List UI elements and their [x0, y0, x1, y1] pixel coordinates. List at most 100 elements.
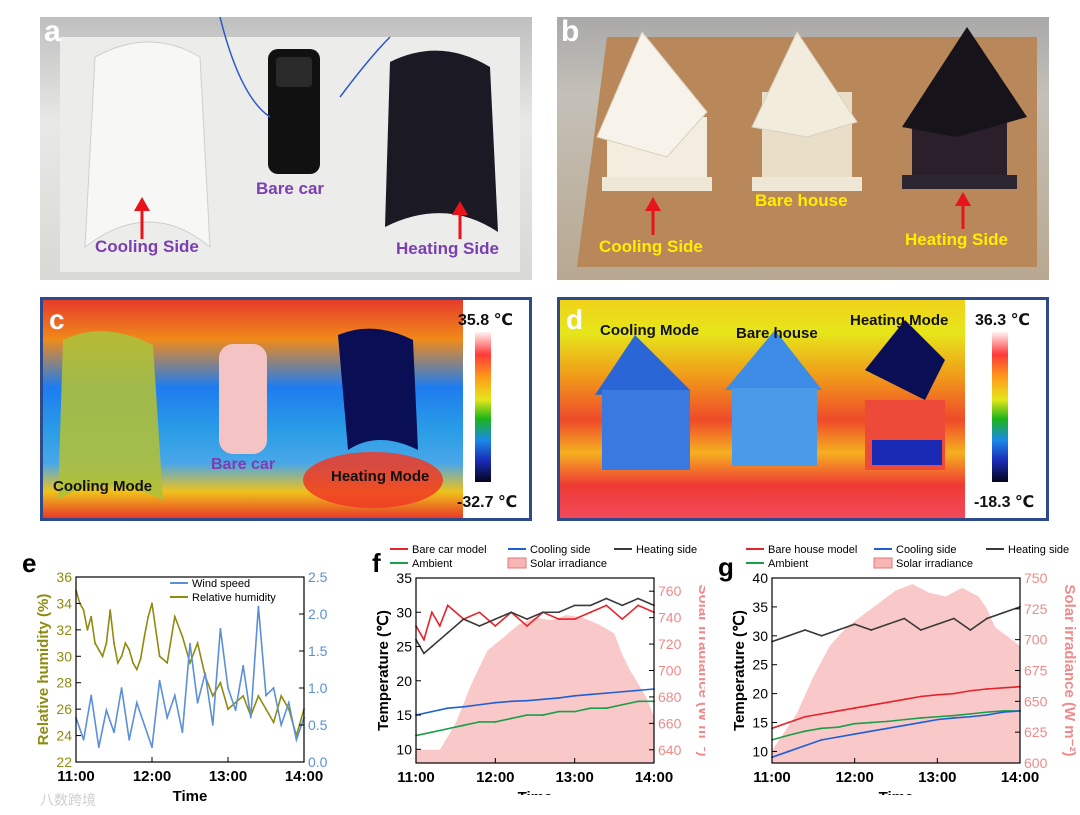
legend-swatch — [873, 557, 893, 569]
data-point — [113, 642, 115, 644]
legend-entry: Bare house model — [768, 544, 857, 556]
data-point — [605, 604, 608, 607]
data-point — [952, 692, 955, 695]
data-point — [542, 698, 544, 701]
data-point — [446, 707, 449, 710]
panel-letter-g: g — [718, 552, 734, 582]
data-point — [837, 736, 840, 738]
data-point — [621, 604, 624, 607]
y2-tick-label: 0.0 — [308, 754, 328, 770]
label-cooling-side: Cooling Side — [95, 237, 199, 256]
data-point — [478, 611, 481, 614]
data-point — [181, 731, 184, 734]
data-point — [969, 689, 972, 692]
y2-tick-label: 740 — [658, 610, 682, 626]
data-point — [820, 634, 823, 637]
data-point — [573, 710, 576, 713]
data-point — [637, 604, 640, 607]
x-axis-label: Time — [518, 789, 553, 795]
data-point — [804, 744, 806, 747]
data-point — [189, 661, 191, 664]
legend-entry: Wind speed — [192, 578, 250, 590]
data-point — [573, 604, 576, 607]
y2-axis-label: Solar irradiance (W m⁻²) — [695, 584, 705, 756]
data-point — [605, 707, 608, 710]
data-point — [124, 642, 127, 644]
y-tick-label: 30 — [56, 648, 72, 664]
label-heating-mode: Heating Mode — [331, 468, 430, 485]
data-point — [109, 609, 112, 611]
data-point — [166, 661, 169, 664]
data-point — [589, 604, 592, 607]
data-point — [573, 618, 576, 621]
data-point — [234, 709, 237, 712]
data-point — [605, 692, 608, 695]
heating-house-thermal — [865, 320, 945, 470]
data-point — [886, 727, 889, 730]
label-heating-mode: Heating Mode — [850, 312, 949, 329]
data-point — [189, 642, 191, 645]
label-heating-side: Heating Side — [905, 230, 1008, 249]
data-point — [430, 710, 433, 713]
y-tick-label: 34 — [56, 595, 72, 611]
label-cooling-mode: Cooling Mode — [600, 322, 700, 339]
chart-e: 22 24 26 28 30 32 34 36 0.0 0.5 1.0 1.5 2.0 2.5 11:00 1… — [35, 569, 328, 805]
data-point — [986, 714, 988, 716]
y-tick-label: 25 — [752, 657, 768, 673]
data-point — [101, 655, 104, 658]
data-point — [135, 701, 138, 704]
data-point — [936, 715, 939, 718]
y2-tick-label: 640 — [658, 742, 682, 758]
y-tick-label: 20 — [396, 673, 412, 689]
scale-max-d: 36.3 ℃ — [975, 312, 1030, 329]
color-scale-bar-c — [475, 332, 491, 482]
legend-entry: Heating side — [1008, 544, 1069, 556]
data-point — [82, 738, 85, 741]
legend-entry: Ambient — [768, 558, 808, 570]
data-point — [120, 655, 123, 658]
data-point — [105, 642, 108, 644]
data-point — [105, 709, 108, 712]
data-point — [637, 597, 640, 600]
data-point — [787, 734, 790, 737]
label-heating-side: Heating Side — [396, 239, 499, 258]
label-bare-car: Bare car — [211, 456, 276, 473]
data-point — [919, 629, 922, 631]
panel-b-photo: b Cooling Side Bare house Heating Side — [557, 17, 1049, 280]
y-tick-label: 26 — [56, 701, 72, 717]
data-point — [151, 746, 153, 749]
x-tick-label: 14:00 — [635, 769, 673, 786]
data-point — [853, 707, 856, 709]
data-point — [903, 718, 906, 721]
data-point — [526, 714, 528, 716]
data-point — [870, 704, 873, 707]
panel-c-thermal: c Cooling Mode Bare car Heating Mode 35.… — [40, 297, 532, 521]
data-point — [143, 635, 146, 638]
data-point — [986, 711, 988, 714]
data-point — [219, 681, 222, 684]
data-point — [589, 693, 592, 696]
data-point — [870, 721, 873, 724]
y-tick-label: 30 — [396, 604, 412, 620]
legend-entry: Cooling side — [530, 544, 591, 556]
y2-tick-label: 625 — [1024, 724, 1048, 740]
data-point — [820, 738, 823, 741]
data-point — [446, 604, 449, 607]
data-point — [211, 724, 214, 726]
y2-axis-label: Solar irradiance (W m⁻²) — [1061, 584, 1076, 756]
heating-film-thermal — [338, 328, 418, 450]
data-point — [211, 695, 214, 697]
y2-tick-label: 750 — [1024, 570, 1048, 586]
data-point — [919, 717, 922, 719]
data-point — [90, 694, 93, 697]
data-point — [462, 724, 465, 727]
data-point — [196, 642, 199, 644]
label-cooling-side: Cooling Side — [599, 237, 703, 256]
data-point — [82, 609, 85, 611]
data-point — [227, 687, 229, 689]
panel-d-thermal: d Cooling Mode Bare house Heating Mode 3… — [557, 297, 1049, 521]
data-point — [952, 717, 955, 719]
legend-entry: Heating side — [636, 544, 697, 556]
y-tick-label: 25 — [396, 639, 412, 655]
x-tick-label: 12:00 — [133, 768, 171, 785]
